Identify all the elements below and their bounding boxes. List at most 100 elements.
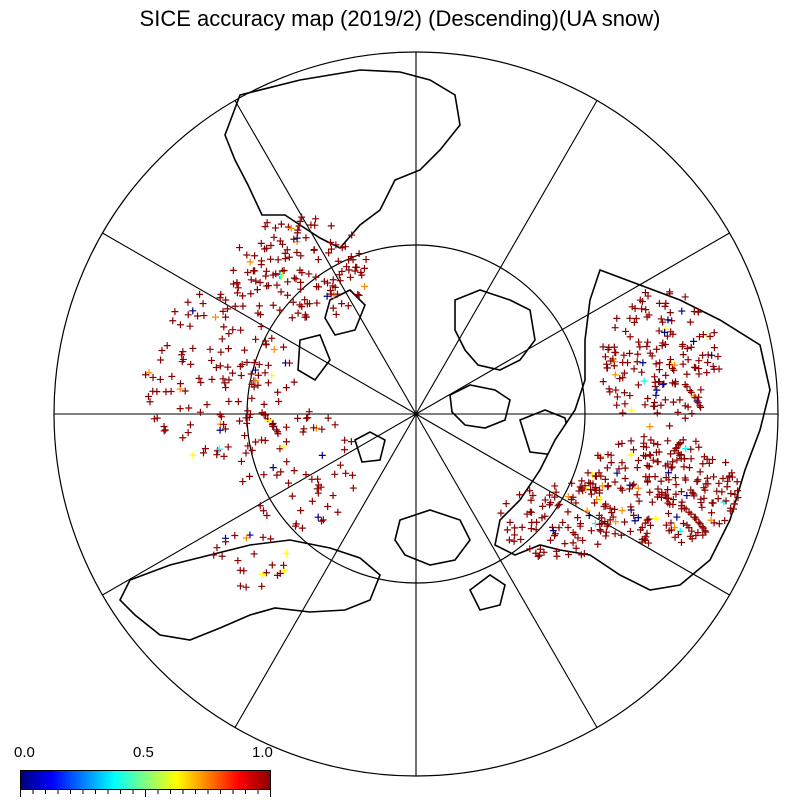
data-marker <box>251 252 259 260</box>
data-marker <box>229 280 237 288</box>
data-marker <box>658 342 666 350</box>
data-marker <box>611 324 619 332</box>
data-marker <box>300 425 308 433</box>
data-marker <box>178 351 186 359</box>
data-marker <box>642 306 650 314</box>
colorbar-mid-label: 0.5 <box>133 744 154 761</box>
data-marker <box>276 237 284 245</box>
data-marker <box>288 314 296 322</box>
data-marker <box>688 527 696 535</box>
data-marker <box>179 434 187 442</box>
data-marker <box>250 550 258 558</box>
data-marker <box>283 458 291 466</box>
data-marker <box>199 300 207 308</box>
data-marker <box>241 432 249 440</box>
data-marker <box>636 343 644 351</box>
data-marker <box>290 274 298 282</box>
data-marker <box>213 451 221 459</box>
data-marker <box>646 488 654 496</box>
data-marker <box>341 446 349 454</box>
data-marker <box>320 277 328 285</box>
data-marker <box>318 451 326 459</box>
data-marker <box>615 440 623 448</box>
data-marker <box>625 485 633 493</box>
data-marker <box>662 474 670 482</box>
data-marker <box>587 527 595 535</box>
data-marker <box>661 396 669 404</box>
data-marker <box>583 507 591 515</box>
data-marker <box>648 352 656 360</box>
data-marker <box>552 488 560 496</box>
data-marker <box>721 517 729 525</box>
data-marker <box>497 509 505 517</box>
data-marker <box>687 445 695 453</box>
data-marker <box>181 387 189 395</box>
data-marker <box>298 213 306 221</box>
data-marker <box>258 436 266 444</box>
data-marker <box>284 278 292 286</box>
data-marker <box>224 345 232 353</box>
data-marker <box>713 487 721 495</box>
data-marker <box>546 491 554 499</box>
data-marker <box>221 379 229 387</box>
data-marker <box>683 492 691 500</box>
data-marker <box>338 300 346 308</box>
data-marker <box>539 502 547 510</box>
data-marker <box>262 569 270 577</box>
data-marker <box>697 386 705 394</box>
data-marker <box>214 447 222 455</box>
data-marker <box>682 444 690 452</box>
data-marker <box>313 299 321 307</box>
data-marker <box>708 499 716 507</box>
data-marker <box>613 401 621 409</box>
data-marker <box>261 223 269 231</box>
data-marker <box>252 335 260 343</box>
data-marker <box>621 518 629 526</box>
data-marker <box>246 258 254 266</box>
data-marker <box>669 496 677 504</box>
data-marker <box>599 378 607 386</box>
data-marker <box>604 482 612 490</box>
data-marker <box>186 421 194 429</box>
data-marker <box>695 518 703 526</box>
data-marker <box>634 381 642 389</box>
data-marker <box>261 369 269 377</box>
data-marker <box>666 288 674 296</box>
data-marker <box>654 441 662 449</box>
data-marker <box>262 272 270 280</box>
data-marker <box>677 451 685 459</box>
data-marker <box>688 535 696 543</box>
data-marker <box>262 340 270 348</box>
data-marker <box>274 256 282 264</box>
data-marker <box>301 296 309 304</box>
data-marker <box>661 328 669 336</box>
data-marker <box>527 496 535 504</box>
colorbar <box>20 770 271 790</box>
data-marker <box>277 288 285 296</box>
data-marker <box>283 246 291 254</box>
data-marker <box>264 361 272 369</box>
data-marker <box>638 305 646 313</box>
data-marker <box>303 300 311 308</box>
data-marker <box>354 290 362 298</box>
data-marker <box>362 256 370 264</box>
data-marker <box>213 544 221 552</box>
data-marker <box>640 451 648 459</box>
data-marker <box>236 417 244 425</box>
data-marker <box>250 359 258 367</box>
data-marker <box>312 273 320 281</box>
data-marker <box>536 545 544 553</box>
data-marker <box>308 497 316 505</box>
data-marker <box>318 425 326 433</box>
data-marker <box>620 369 628 377</box>
data-marker <box>234 398 242 406</box>
data-marker <box>621 464 629 472</box>
data-marker <box>212 313 220 321</box>
data-marker <box>224 305 232 313</box>
data-marker <box>722 459 730 467</box>
data-marker <box>587 490 595 498</box>
data-marker <box>650 373 658 381</box>
data-marker <box>254 371 262 379</box>
data-marker <box>630 511 638 519</box>
data-marker <box>247 276 255 284</box>
